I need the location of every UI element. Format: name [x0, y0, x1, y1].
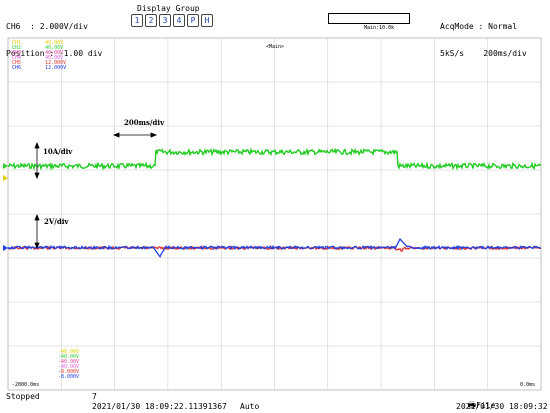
channel-list: CH1 40.00V CH2 40.00V CH3 40.00V CH4 40.…	[12, 41, 66, 71]
channel-value: 40.00V	[45, 40, 64, 46]
measurement-annotations	[34, 132, 158, 250]
display-group-button-4[interactable]: 4	[173, 14, 185, 27]
printer-icon: 🖶	[467, 401, 477, 411]
graticule	[7, 37, 542, 391]
voltage-arrow-top-head	[34, 213, 40, 221]
display-group-button-1[interactable]: 1	[131, 14, 143, 27]
voltage-scale-annotation: 2V/div	[44, 217, 69, 226]
display-group-button-3[interactable]: 3	[159, 14, 171, 27]
lower-limit-6: -8.000V	[58, 374, 80, 380]
time-arrow-left-head	[112, 132, 120, 138]
acquisition-status: Stopped	[6, 392, 40, 401]
display-group-label: Display Group	[137, 4, 200, 13]
sample-rate: 5kS/s	[440, 49, 465, 58]
lower-limit-5: -8.000V	[58, 369, 80, 375]
channel-value: 12.000V	[45, 65, 67, 71]
time-scale-annotation: 200ms/div	[124, 118, 165, 127]
channel-info: CH6 : 2.000V/div Position : -1.00 div	[6, 4, 102, 67]
current-trace	[7, 147, 542, 171]
channel-name: CH5	[12, 60, 22, 66]
channel-position: Position : -1.00 div	[6, 49, 103, 58]
main-window-label: <Main>	[266, 44, 285, 50]
channel-scale: CH6 : 2.000V/div	[6, 22, 88, 31]
ch1-ground-marker	[3, 175, 8, 181]
display-group-button-2[interactable]: 2	[145, 14, 157, 27]
channel-value: 40.00V	[45, 50, 64, 56]
lower-limit-2: -40.00V	[58, 354, 80, 360]
channel-name: CH6	[12, 65, 22, 71]
lower-limit-3: -40.00V	[58, 359, 80, 365]
channel-value: 40.00V	[45, 45, 64, 51]
current-arrow-top-head	[34, 141, 40, 149]
voltage-arrow-bottom-head	[34, 242, 40, 250]
ch2-ground-marker	[3, 163, 8, 169]
display-group: Display Group 1 2 3 4 P H	[131, 4, 213, 27]
acq-mode: AcqMode : Normal	[440, 22, 518, 31]
left-time-label: -2000.0ms	[12, 382, 40, 388]
display-group-button-h[interactable]: H	[201, 14, 213, 27]
zoom-label: Main:10.0k	[364, 25, 395, 31]
ch6-ground-marker	[3, 245, 8, 251]
channel-name: CH4	[12, 55, 22, 61]
current-scale-annotation: 10A/div	[43, 147, 73, 156]
channel-row-2: CH2 40.00V	[12, 46, 66, 51]
channel-value: 40.00V	[45, 55, 64, 61]
voltage-trace-blue	[7, 237, 542, 259]
channel-row-3: CH3 40.00V	[12, 51, 66, 56]
channel-name: CH2	[12, 45, 22, 51]
display-group-button-p[interactable]: P	[187, 14, 199, 27]
trigger-mode: Auto	[240, 402, 260, 411]
right-time-label: 0.0ms	[520, 382, 536, 388]
channel-lower-limits: -40.00V -40.00V -40.00V -40.00V -8.000V …	[58, 350, 79, 380]
zoom-position-bar[interactable]	[328, 13, 410, 24]
lower-limit-4: -40.00V	[58, 364, 80, 370]
file-save-button[interactable]: 🖶File	[458, 392, 496, 411]
channel-row-5: CH5 12.000V	[12, 61, 66, 66]
channel-value: 12.000V	[45, 60, 67, 66]
file-label: File	[476, 401, 496, 410]
acquisition-info: AcqMode : Normal 5kS/s 200ms/div	[440, 4, 527, 67]
channel-name: CH3	[12, 50, 22, 56]
current-time: 2021/01/30 18:09:32	[456, 402, 548, 411]
time-arrow-right-head	[150, 132, 158, 138]
channel-row-1: CH1 40.00V	[12, 41, 66, 46]
trigger-timestamp: 2021/01/30 18:09:22.11391367	[92, 402, 227, 411]
channel-row-6: CH6 12.000V	[12, 66, 66, 71]
lower-limit-1: -40.00V	[58, 349, 80, 355]
current-arrow-bottom-head	[34, 172, 40, 180]
channel-row-4: CH4 40.00V	[12, 56, 66, 61]
channel-name: CH1	[12, 40, 22, 46]
acquisition-count: 7	[92, 392, 97, 401]
time-division: 200ms/div	[483, 49, 527, 58]
